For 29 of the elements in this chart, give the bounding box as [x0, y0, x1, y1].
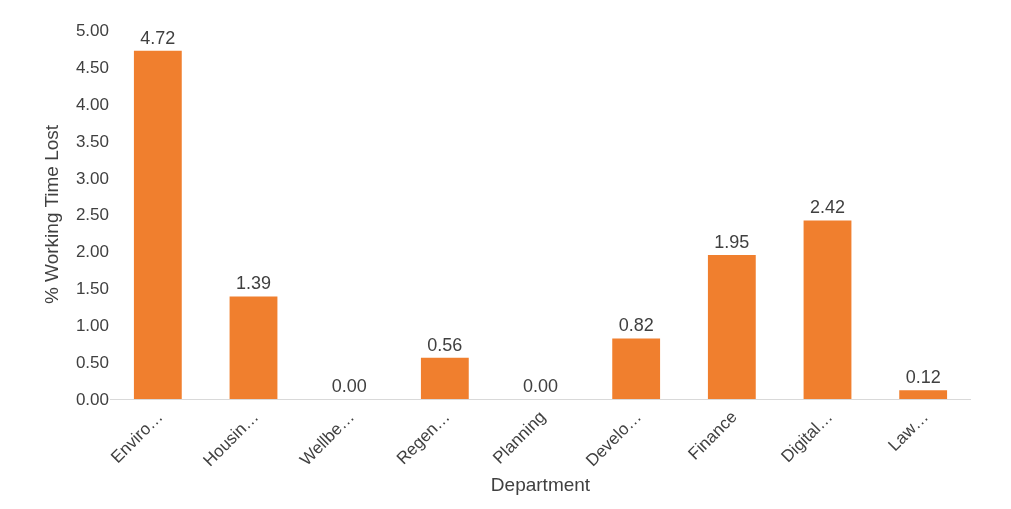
data-label: 0.00	[522, 376, 559, 396]
y-axis-title: % Working Time Lost	[40, 124, 62, 305]
data-label: 0.82	[618, 315, 654, 336]
y-tick-label: 2.50	[75, 205, 109, 225]
x-axis-title: Department	[490, 473, 591, 495]
y-tick-label: 3.50	[75, 131, 109, 151]
bar	[420, 357, 469, 399]
bar	[803, 220, 852, 399]
data-label: 2.42	[809, 197, 846, 218]
data-label: 0.00	[331, 376, 367, 396]
y-tick-label: 0.50	[75, 353, 109, 373]
bar	[612, 338, 661, 399]
bar	[133, 50, 182, 399]
y-tick-label: 1.00	[75, 316, 109, 336]
y-tick-label: 1.50	[75, 279, 109, 299]
data-label: 1.95	[714, 232, 750, 253]
data-label: 0.12	[905, 367, 941, 388]
y-tick-label: 2.00	[75, 242, 109, 262]
bar	[899, 390, 948, 399]
data-label: 0.56	[427, 334, 463, 355]
y-tick-label: 4.50	[75, 57, 109, 77]
y-tick-label: 5.00	[75, 20, 109, 40]
y-tick-label: 4.00	[75, 94, 109, 114]
bar	[229, 296, 278, 399]
data-label: 1.39	[235, 273, 272, 294]
bar	[707, 255, 756, 399]
y-tick-label: 0.00	[75, 389, 109, 409]
y-tick-label: 3.00	[75, 168, 109, 188]
data-label: 4.72	[140, 27, 176, 48]
